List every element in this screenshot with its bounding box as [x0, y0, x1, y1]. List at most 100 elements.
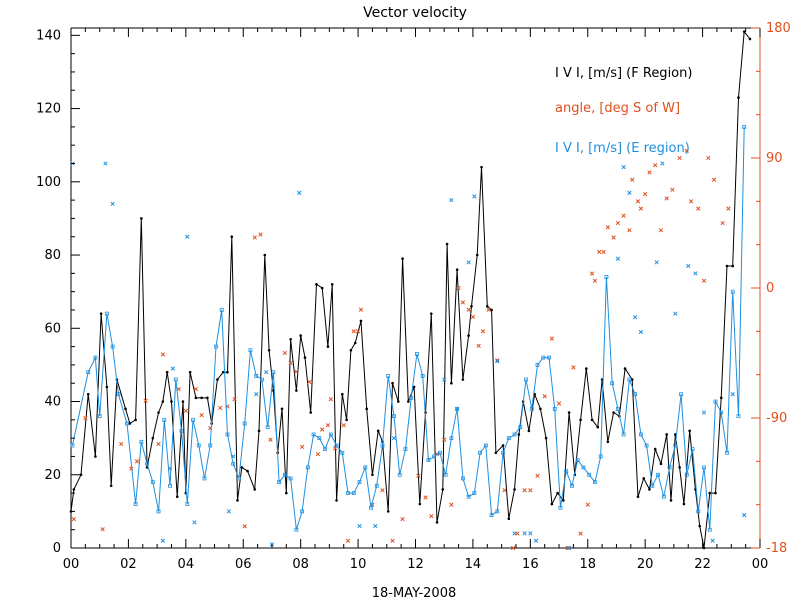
- data-point: [392, 414, 396, 419]
- data-point: [660, 161, 665, 166]
- data-point: [196, 443, 201, 448]
- data-point: [157, 411, 160, 414]
- data-point: [192, 520, 197, 525]
- data-point: [432, 454, 437, 459]
- data-point: [79, 473, 83, 477]
- data-point: [578, 531, 583, 536]
- data-point: [358, 307, 364, 312]
- data-point: [202, 476, 207, 481]
- data-point: [156, 441, 161, 447]
- data-point: [168, 483, 172, 488]
- data-point: [340, 450, 345, 455]
- data-point: [653, 447, 657, 451]
- data-point: [369, 505, 373, 510]
- x-axis-label: 18-MAY-2008: [372, 586, 457, 600]
- data-point: [226, 370, 229, 374]
- data-point: [606, 440, 610, 444]
- data-point: [466, 260, 471, 265]
- data-point: [470, 305, 473, 308]
- data-point: [309, 411, 313, 414]
- data-point: [449, 197, 454, 203]
- data-point: [194, 396, 198, 400]
- data-point: [124, 407, 127, 411]
- data-point: [442, 377, 447, 382]
- data-point: [524, 377, 528, 382]
- data-point: [386, 510, 390, 513]
- data-point: [648, 488, 651, 491]
- data-point: [315, 451, 321, 457]
- data-point: [253, 488, 257, 491]
- data-point: [713, 399, 718, 404]
- data-point: [357, 480, 362, 484]
- data-point: [72, 488, 76, 491]
- data-point: [674, 433, 677, 436]
- data-point: [590, 418, 594, 422]
- data-point: [267, 348, 271, 352]
- data-point: [489, 513, 494, 517]
- data-point: [708, 491, 712, 495]
- data-point: [403, 447, 408, 452]
- data-point: [501, 444, 505, 447]
- data-point: [260, 377, 264, 382]
- data-point: [604, 275, 609, 279]
- data-point: [512, 531, 517, 536]
- data-point: [579, 418, 582, 422]
- data-point: [643, 191, 648, 197]
- data-point: [742, 512, 747, 518]
- data-point: [710, 538, 715, 543]
- data-point: [456, 285, 461, 291]
- data-point: [612, 411, 615, 414]
- data-point: [156, 509, 161, 514]
- data-point: [565, 545, 570, 551]
- data-point: [208, 443, 213, 448]
- data-point: [103, 161, 108, 166]
- data-point: [502, 488, 507, 493]
- data-point: [467, 334, 470, 337]
- data-point: [426, 458, 431, 463]
- data-point: [528, 488, 533, 493]
- data-point: [165, 370, 169, 374]
- data-point: [294, 369, 299, 374]
- data-point: [429, 312, 433, 315]
- data-point: [183, 408, 188, 413]
- data-point: [615, 220, 621, 226]
- data-point: [701, 278, 707, 283]
- data-point: [470, 314, 476, 320]
- data-point: [495, 359, 500, 364]
- data-point: [623, 367, 627, 370]
- data-point: [199, 412, 204, 418]
- data-point: [566, 545, 572, 551]
- data-point: [299, 444, 305, 450]
- data-point: [533, 538, 539, 543]
- data-point: [589, 271, 595, 276]
- data-point: [216, 378, 219, 381]
- data-point: [669, 499, 673, 502]
- data-point: [593, 480, 597, 484]
- series-2: [70, 124, 747, 532]
- data-point: [449, 502, 454, 507]
- data-point: [116, 392, 121, 397]
- x-tick-label: 10: [350, 557, 367, 572]
- data-point: [225, 432, 230, 437]
- data-point: [730, 392, 735, 397]
- data-point: [748, 37, 752, 41]
- data-point: [268, 437, 273, 442]
- data-point: [742, 124, 747, 129]
- data-point: [104, 311, 109, 316]
- data-point: [317, 436, 322, 441]
- data-point: [570, 483, 574, 488]
- data-point: [133, 502, 138, 506]
- data-point: [472, 491, 477, 495]
- data-point: [611, 235, 616, 240]
- data-point: [679, 392, 683, 397]
- data-point: [665, 433, 668, 436]
- data-point: [242, 524, 247, 529]
- data-point: [288, 476, 293, 481]
- data-point: [684, 148, 689, 153]
- data-point: [248, 348, 253, 353]
- data-point: [445, 242, 449, 246]
- data-point: [150, 480, 155, 484]
- data-point: [696, 509, 701, 514]
- data-point: [571, 365, 576, 370]
- data-point: [363, 465, 368, 470]
